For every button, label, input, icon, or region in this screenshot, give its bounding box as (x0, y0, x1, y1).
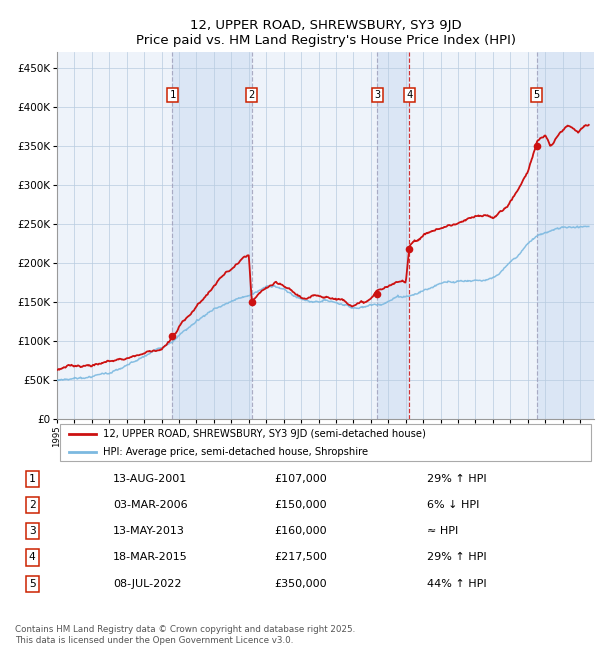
Text: 08-JUL-2022: 08-JUL-2022 (113, 578, 181, 589)
Text: 2: 2 (29, 500, 35, 510)
Text: 44% ↑ HPI: 44% ↑ HPI (427, 578, 487, 589)
Text: £160,000: £160,000 (274, 526, 327, 536)
Bar (537, 52, 594, 419)
Text: 6% ↓ HPI: 6% ↓ HPI (427, 500, 479, 510)
Text: £150,000: £150,000 (274, 500, 327, 510)
Text: 18-MAR-2015: 18-MAR-2015 (113, 552, 188, 562)
Bar (377, 52, 409, 419)
Text: 29% ↑ HPI: 29% ↑ HPI (427, 552, 487, 562)
Text: HPI: Average price, semi-detached house, Shropshire: HPI: Average price, semi-detached house,… (103, 447, 368, 458)
Text: 3: 3 (29, 526, 35, 536)
Text: 4: 4 (29, 552, 35, 562)
Bar (172, 52, 252, 419)
Text: 12, UPPER ROAD, SHREWSBURY, SY3 9JD (semi-detached house): 12, UPPER ROAD, SHREWSBURY, SY3 9JD (sem… (103, 429, 425, 439)
Title: 12, UPPER ROAD, SHREWSBURY, SY3 9JD
Price paid vs. HM Land Registry's House Pric: 12, UPPER ROAD, SHREWSBURY, SY3 9JD Pric… (136, 19, 515, 47)
Text: 13-MAY-2013: 13-MAY-2013 (113, 526, 185, 536)
Text: 5: 5 (29, 578, 35, 589)
Text: 3: 3 (374, 90, 380, 100)
FancyBboxPatch shape (59, 424, 592, 462)
Text: Contains HM Land Registry data © Crown copyright and database right 2025.
This d: Contains HM Land Registry data © Crown c… (15, 625, 355, 645)
Text: £107,000: £107,000 (274, 474, 327, 484)
Text: 1: 1 (169, 90, 175, 100)
Text: ≈ HPI: ≈ HPI (427, 526, 458, 536)
Text: 4: 4 (406, 90, 413, 100)
Text: 03-MAR-2006: 03-MAR-2006 (113, 500, 187, 510)
Text: 1: 1 (29, 474, 35, 484)
Text: 29% ↑ HPI: 29% ↑ HPI (427, 474, 487, 484)
Text: £217,500: £217,500 (274, 552, 327, 562)
Text: 13-AUG-2001: 13-AUG-2001 (113, 474, 187, 484)
Text: 5: 5 (533, 90, 540, 100)
Text: £350,000: £350,000 (274, 578, 327, 589)
Text: 2: 2 (248, 90, 255, 100)
